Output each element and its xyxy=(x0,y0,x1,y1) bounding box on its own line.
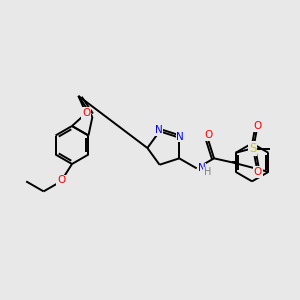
Text: N: N xyxy=(198,163,206,173)
Text: O: O xyxy=(254,121,262,131)
Text: H: H xyxy=(204,167,211,177)
Text: O: O xyxy=(254,167,262,177)
Text: O: O xyxy=(82,108,90,118)
Text: N: N xyxy=(176,132,184,142)
Text: S: S xyxy=(249,142,256,155)
Text: N: N xyxy=(155,125,162,135)
Text: O: O xyxy=(57,176,65,185)
Text: O: O xyxy=(204,130,212,140)
